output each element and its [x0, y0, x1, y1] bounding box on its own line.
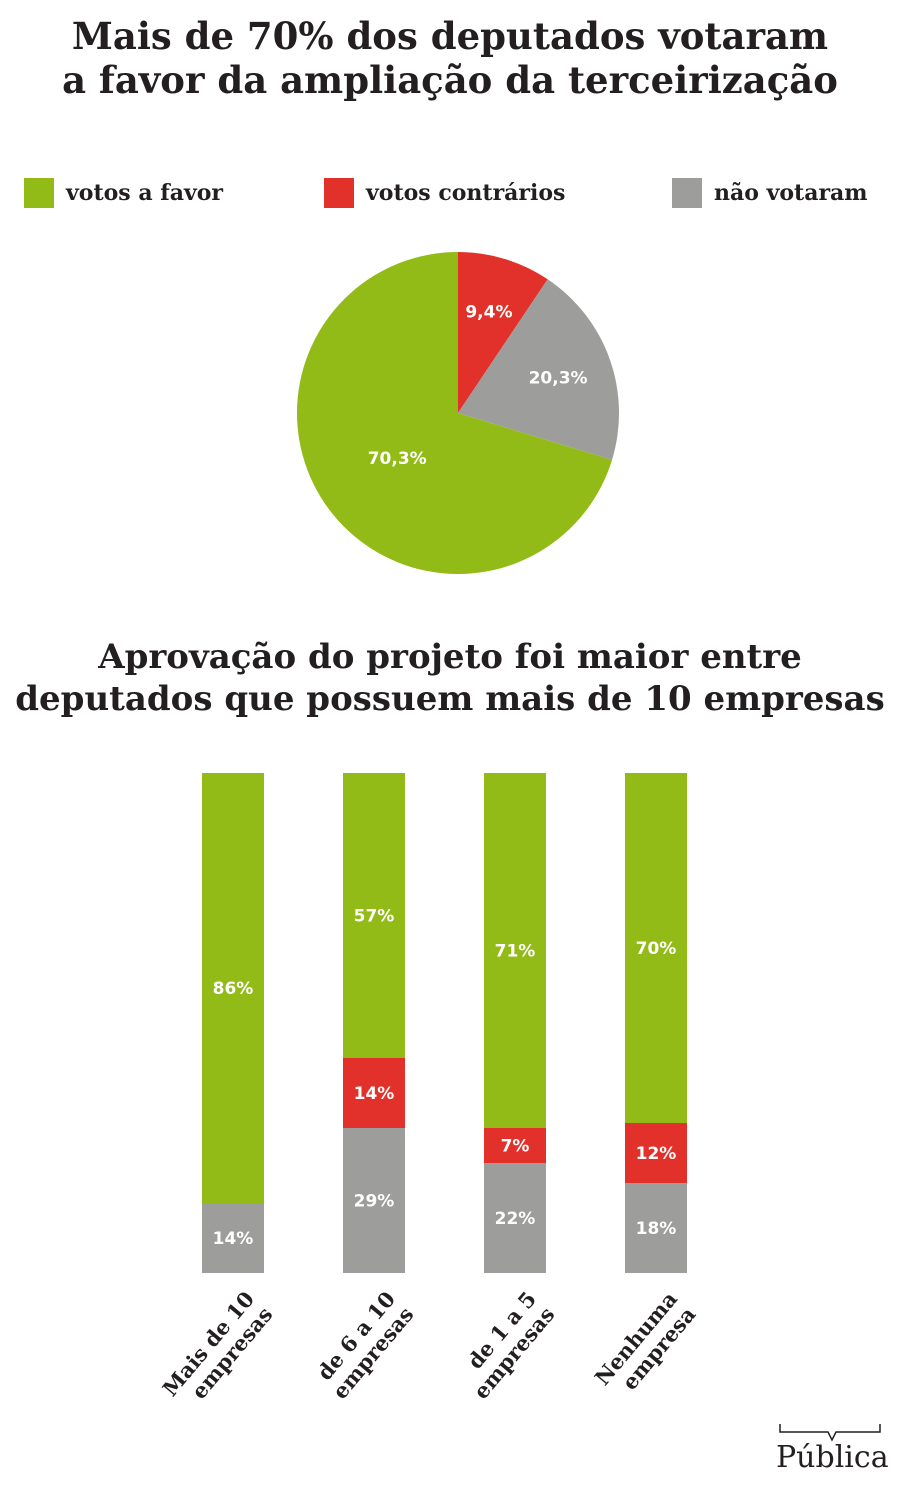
bar-chart-title-line-1: Aprovação do projeto foi maior entre	[98, 637, 802, 677]
category-label-line: empresas	[186, 1302, 277, 1404]
pie-chart: 9,4% 20,3% 70,3%	[297, 252, 619, 575]
pie-slice-votos-a-favor	[297, 252, 613, 575]
legend-swatch-contrarios	[324, 178, 354, 208]
bar-value-label: 18%	[636, 1219, 677, 1239]
bar-value-label: 71%	[495, 942, 536, 962]
legend-label-contrarios: votos contrários	[366, 180, 566, 206]
legend-item-contrarios: votos contrários	[324, 176, 565, 210]
bar-segment	[484, 1163, 546, 1273]
bar-value-label: 14%	[354, 1084, 395, 1104]
pie-label-nao-votaram: 20,3%	[529, 368, 588, 388]
category-label-line: empresa	[617, 1302, 701, 1395]
bar-segment	[202, 1203, 264, 1273]
bar-value-label: 70%	[636, 939, 677, 959]
legend-item-a-favor: votos a favor	[24, 176, 223, 210]
category-label-line: de 6 a 10	[312, 1286, 400, 1384]
pie-label-votos-contrarios: 9,4%	[465, 302, 512, 322]
bar-segment	[625, 1183, 687, 1273]
category-label-line: Nenhuma	[590, 1286, 683, 1390]
bar-value-label: 12%	[636, 1144, 677, 1164]
bar-chart-title-line-2: deputados que possuem mais de 10 empresa…	[15, 679, 885, 719]
bar-chart-title: Aprovação do projeto foi maior entre dep…	[0, 636, 900, 720]
legend: votos a favor votos contrários não votar…	[0, 176, 900, 216]
legend-label-a-favor: votos a favor	[66, 180, 224, 206]
bar-segment	[202, 773, 264, 1203]
bar-segment	[343, 1128, 405, 1273]
publica-logo: Pública	[776, 1420, 889, 1475]
bar-value-label: 86%	[213, 979, 254, 999]
main-title: Mais de 70% dos deputados votaram a favo…	[0, 14, 900, 102]
legend-swatch-nao-votaram	[672, 178, 702, 208]
speech-bubble-icon	[779, 1424, 881, 1442]
legend-swatch-a-favor	[24, 178, 54, 208]
legend-item-nao-votaram: não votaram	[672, 176, 868, 210]
bar-segment	[484, 773, 546, 1128]
category-label-line: Mais de 10	[157, 1286, 259, 1401]
bar-value-label: 57%	[354, 907, 395, 927]
bar-value-label: 29%	[354, 1192, 395, 1212]
main-title-line-2: a favor da ampliação da terceirização	[62, 58, 838, 102]
legend-label-nao-votaram: não votaram	[714, 180, 868, 206]
bar-segment	[625, 773, 687, 1123]
bar-value-label: 14%	[213, 1229, 254, 1249]
bar-segment	[484, 1128, 546, 1163]
pie-slice-nao-votaram	[458, 279, 619, 460]
bar-segment	[343, 773, 405, 1058]
category-label-line: de 1 a 5	[462, 1286, 541, 1373]
pie-slice-votos-contrarios	[458, 252, 548, 413]
bar-value-label: 7%	[501, 1137, 530, 1157]
category-label-line: empresas	[327, 1302, 418, 1404]
bar-value-label: 22%	[495, 1209, 536, 1229]
pie-label-votos-a-favor: 70,3%	[368, 449, 427, 469]
category-label-line: empresas	[468, 1302, 559, 1404]
bar-segment	[625, 1123, 687, 1183]
main-title-line-1: Mais de 70% dos deputados votaram	[71, 14, 829, 58]
bar-segment	[343, 1058, 405, 1128]
logo-text: Pública	[776, 1440, 889, 1475]
